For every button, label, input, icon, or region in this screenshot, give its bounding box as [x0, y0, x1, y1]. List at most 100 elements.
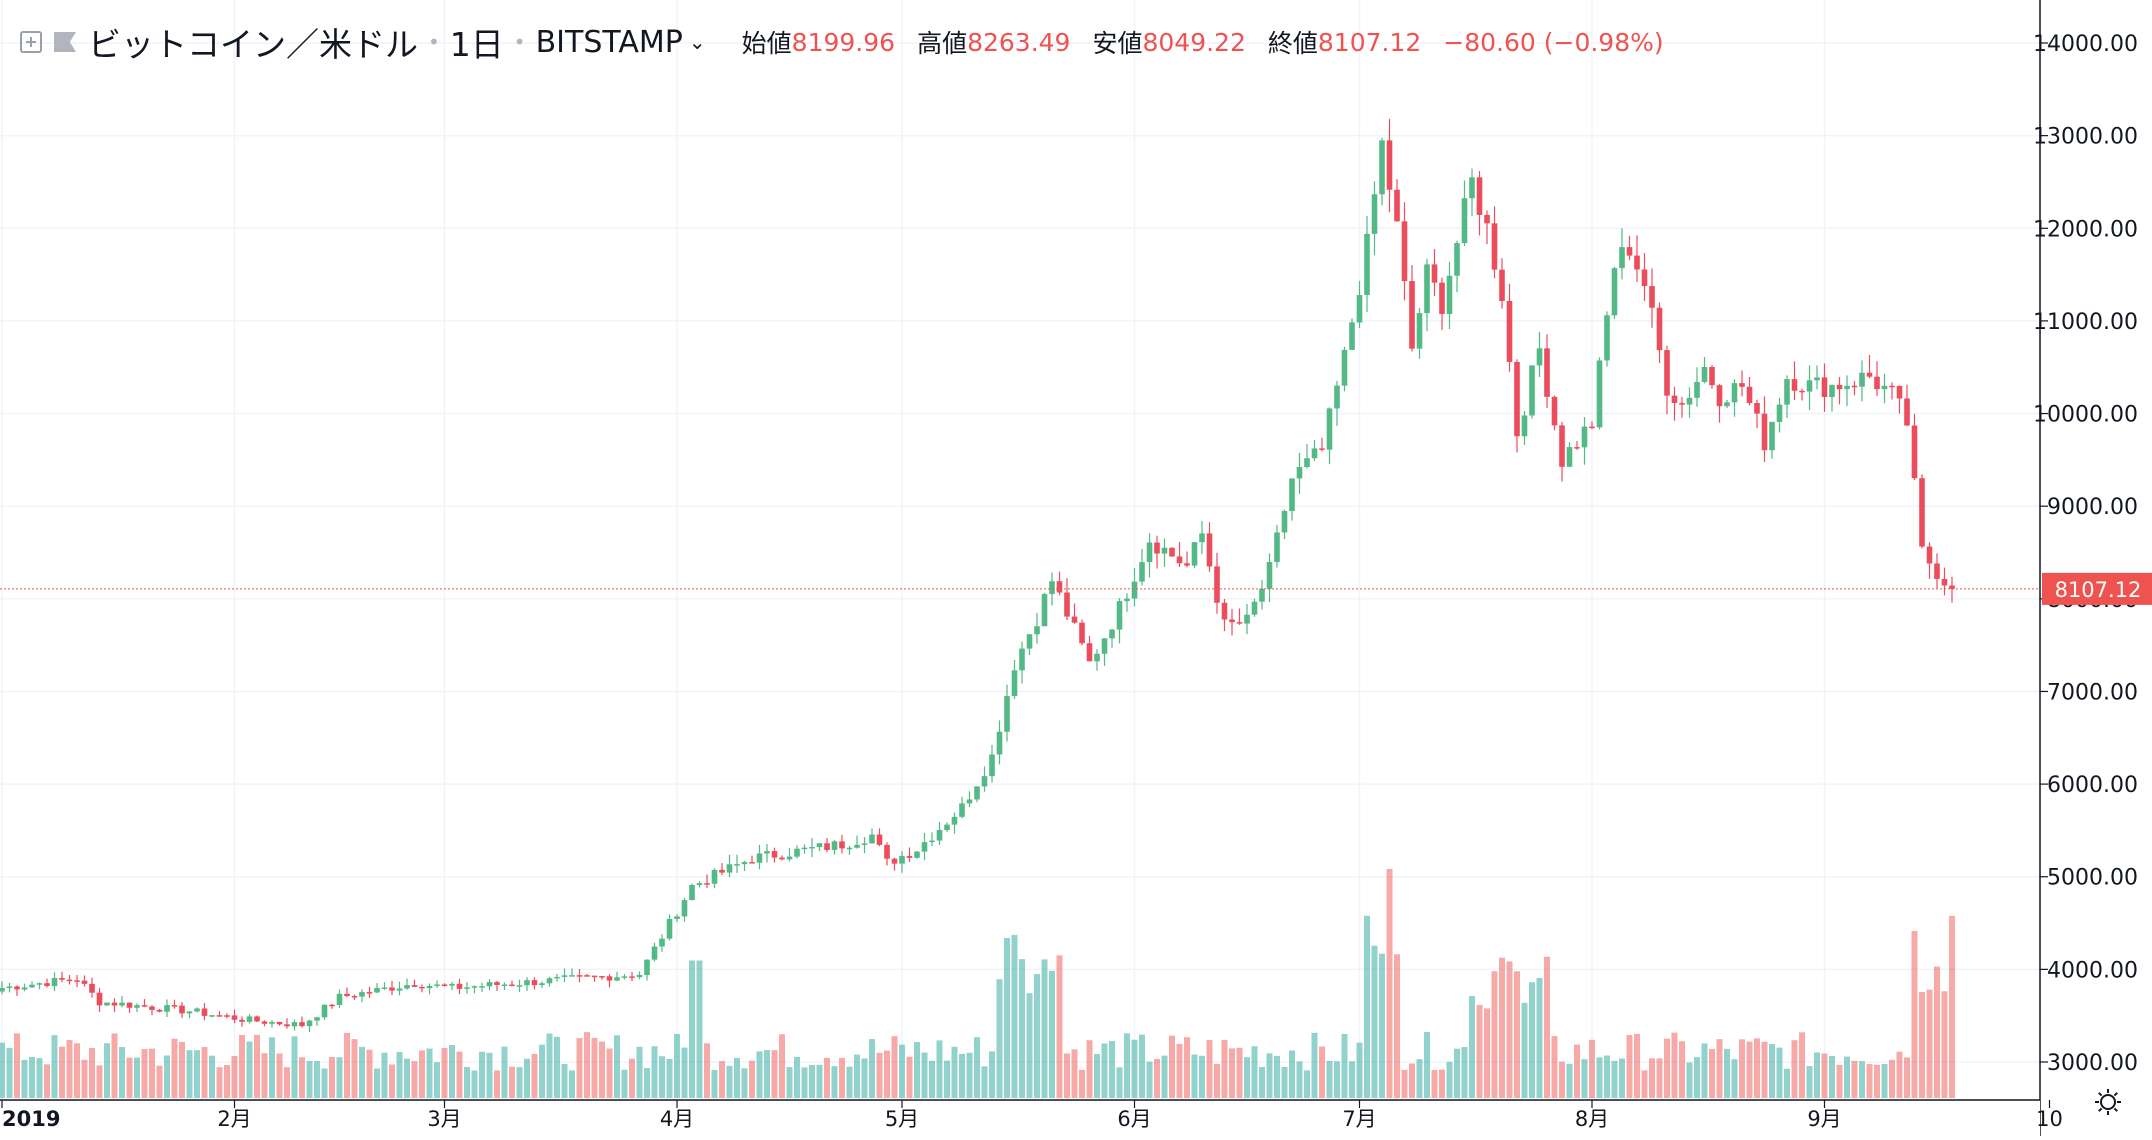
- y-tick-label: 12000.00: [2033, 217, 2138, 242]
- symbol-name[interactable]: ビットコイン／米ドル: [88, 25, 418, 64]
- volume-bar: [1146, 1061, 1153, 1098]
- volume-bar: [1919, 992, 1925, 1098]
- plus-square-icon[interactable]: [20, 31, 42, 53]
- candle-body: [186, 1011, 193, 1014]
- candle-body: [1514, 361, 1520, 437]
- candle-body: [546, 978, 553, 984]
- volume-bar: [1431, 1069, 1438, 1098]
- candle-body: [1334, 385, 1340, 409]
- volume-bar: [1506, 961, 1513, 1098]
- candle-body: [764, 851, 770, 854]
- interval-label[interactable]: 1日: [449, 25, 504, 64]
- volume-bar: [1334, 1061, 1340, 1098]
- volume-bar: [1679, 1041, 1685, 1098]
- candle-body: [1836, 384, 1843, 390]
- volume-bar: [1199, 1055, 1205, 1098]
- x-tick-label: 5月: [885, 1107, 919, 1131]
- candle-body: [81, 980, 88, 984]
- candle-body: [239, 1019, 245, 1022]
- candle-body: [456, 983, 463, 989]
- volume-bar: [486, 1052, 493, 1098]
- volume-bar: [74, 1043, 80, 1098]
- volume-bar: [104, 1043, 110, 1098]
- volume-bar: [719, 1061, 725, 1098]
- volume-bar: [464, 1066, 470, 1098]
- exchange-label[interactable]: BITSTAMP: [535, 24, 683, 60]
- candle-body: [749, 862, 755, 864]
- volume-bar: [1259, 1066, 1265, 1098]
- volume-bar: [1236, 1047, 1243, 1098]
- volume-bar: [261, 1053, 268, 1098]
- candle-body: [1071, 616, 1078, 623]
- candle-body: [291, 1022, 298, 1027]
- volume-bar: [1064, 1053, 1070, 1098]
- candle-body: [1671, 395, 1678, 403]
- volume-bar: [1311, 1032, 1318, 1098]
- volume-bar: [231, 1055, 238, 1098]
- volume-bar: [1124, 1033, 1130, 1098]
- candle-body: [1424, 264, 1430, 314]
- volume-bar: [1184, 1037, 1190, 1098]
- candle-body: [96, 992, 103, 1006]
- volume-bar: [516, 1067, 523, 1098]
- volume-bar: [1251, 1046, 1258, 1098]
- volume-bar: [1206, 1040, 1213, 1098]
- volume-bar: [1131, 1039, 1138, 1098]
- candle-body: [1784, 379, 1790, 405]
- volume-bar: [164, 1055, 170, 1098]
- volume-bar: [1934, 966, 1940, 1098]
- candle-body: [1761, 413, 1768, 451]
- volume-bar: [366, 1049, 373, 1098]
- volume-bar: [1776, 1047, 1783, 1098]
- volume-bar: [861, 1058, 868, 1098]
- candle-body: [524, 980, 530, 986]
- volume-bar: [209, 1055, 215, 1098]
- volume-bar: [254, 1034, 260, 1098]
- volume-bar: [96, 1065, 103, 1098]
- candle-body: [1251, 601, 1258, 615]
- volume-bar: [794, 1056, 800, 1098]
- volume-bar: [14, 1033, 20, 1098]
- candle-body: [936, 829, 943, 841]
- candle-body: [734, 864, 740, 866]
- volume-bar: [1319, 1046, 1325, 1098]
- volume-bar: [1304, 1070, 1310, 1098]
- volume-bar: [6, 1047, 13, 1098]
- candle-body: [1446, 275, 1453, 315]
- candle-body: [1529, 365, 1535, 416]
- volume-bar: [291, 1036, 298, 1098]
- candle-body: [246, 1016, 253, 1022]
- candle-body: [381, 987, 388, 989]
- volume-bar: [344, 1032, 350, 1098]
- volume-bar: [1161, 1055, 1168, 1098]
- candle-body: [1206, 533, 1213, 567]
- volume-bar: [396, 1051, 403, 1098]
- candle-body: [1101, 638, 1108, 654]
- candle-body: [1904, 398, 1910, 426]
- volume-bar: [1349, 1061, 1355, 1098]
- chevron-down-icon[interactable]: ⌄: [688, 30, 706, 54]
- volume-bar: [741, 1068, 748, 1098]
- volume-bar: [666, 1058, 673, 1098]
- volume-bar: [1371, 945, 1378, 1098]
- volume-bar: [1926, 989, 1933, 1098]
- candle-body: [1919, 478, 1925, 547]
- last-price-label: 8107.12: [2055, 578, 2142, 602]
- volume-bar: [1611, 1060, 1618, 1098]
- flag-icon[interactable]: [54, 32, 76, 52]
- volume-bar: [569, 1070, 575, 1098]
- candle-body: [486, 982, 493, 987]
- volume-bar: [1461, 1046, 1468, 1098]
- volume-bar: [1829, 1055, 1835, 1098]
- volume-bar: [1446, 1061, 1453, 1098]
- candle-body: [1454, 243, 1460, 276]
- volume-bar: [1754, 1038, 1760, 1098]
- candle-body: [944, 824, 950, 830]
- volume-bar: [876, 1052, 883, 1098]
- volume-bar: [1649, 1058, 1655, 1098]
- gear-icon[interactable]: [2094, 1088, 2122, 1116]
- candle-body: [1131, 581, 1138, 599]
- x-tick-label: 3月: [427, 1107, 461, 1131]
